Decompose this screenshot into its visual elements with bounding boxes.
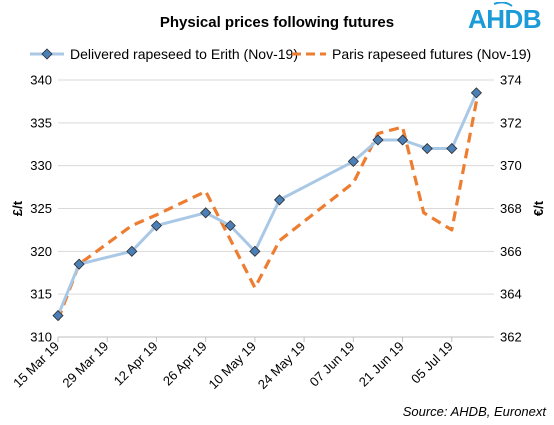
y-right-tick-label: 368	[500, 201, 522, 216]
y-left-tick-label: 325	[30, 201, 52, 216]
data-point-marker	[446, 142, 458, 155]
y-left-axis-title: £/t	[10, 200, 25, 216]
x-tick-label: 07 Jun 19	[306, 339, 357, 390]
y-right-tick-label: 372	[500, 115, 522, 130]
source-note: Source: AHDB, Euronext	[402, 404, 546, 419]
data-point-marker	[421, 142, 433, 155]
data-point-marker	[347, 155, 359, 167]
logo-wordmark: AHDB	[468, 4, 542, 34]
data-point-marker	[224, 220, 236, 232]
x-tick-label: 05 Jul 19	[408, 339, 456, 387]
y-right-axis-title: €/t	[531, 200, 546, 216]
y-right-tick-label: 374	[500, 73, 522, 88]
data-point-marker	[126, 245, 138, 257]
legend-line-diamond-icon	[30, 48, 64, 60]
x-tick-label: 12 Apr 19	[111, 339, 161, 389]
y-right-tick-label: 366	[500, 244, 522, 259]
data-point-marker	[273, 194, 286, 206]
data-point-marker	[200, 207, 212, 219]
data-point-marker	[372, 134, 384, 146]
x-tick-label: 29 Mar 19	[59, 339, 111, 391]
x-tick-label: 10 May 19	[205, 339, 259, 393]
x-tick-label: 24 May 19	[255, 339, 309, 393]
y-right-tick-label: 364	[500, 287, 522, 302]
series-line-paris-futures	[56, 101, 478, 321]
data-point-marker	[249, 245, 261, 257]
y-right-tick-label: 362	[500, 330, 522, 345]
y-left-tick-label: 340	[30, 73, 52, 88]
data-point-marker	[52, 310, 64, 322]
legend-item-futures: Paris rapeseed futures (Nov-19)	[292, 46, 531, 62]
y-left-tick-label: 310	[30, 330, 52, 345]
ahdb-logo: AHDB	[468, 2, 552, 36]
data-point-marker	[73, 258, 85, 270]
y-left-tick-label: 330	[30, 158, 52, 173]
y-left-tick-label: 335	[30, 115, 52, 130]
data-point-marker	[470, 87, 482, 99]
legend-label-delivered: Delivered rapeseed to Erith (Nov-19)	[70, 46, 298, 62]
data-point-marker	[397, 134, 409, 146]
x-tick-label: 15 Mar 19	[10, 339, 62, 391]
x-tick-label: 26 Apr 19	[160, 339, 210, 389]
logo-swoosh-icon	[493, 2, 513, 7]
y-left-tick-label: 320	[30, 244, 52, 259]
legend-dashed-line-icon	[292, 52, 326, 56]
y-right-tick-label: 370	[500, 158, 522, 173]
data-point-marker	[150, 220, 163, 232]
legend-item-delivered: Delivered rapeseed to Erith (Nov-19)	[30, 46, 298, 62]
x-tick-label: 21 Jun 19	[356, 339, 407, 390]
y-left-tick-label: 315	[30, 287, 52, 302]
legend: Delivered rapeseed to Erith (Nov-19) Par…	[30, 46, 550, 66]
series-line-delivered-erith	[56, 92, 478, 317]
legend-label-futures: Paris rapeseed futures (Nov-19)	[332, 46, 532, 62]
chart-title: Physical prices following futures	[159, 14, 395, 31]
